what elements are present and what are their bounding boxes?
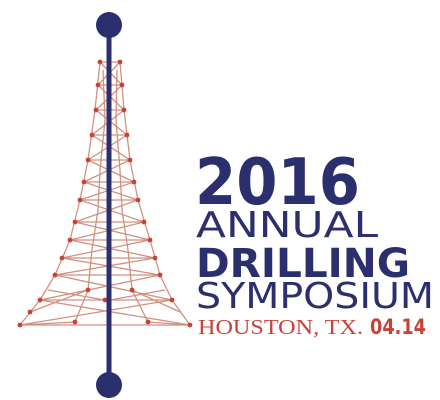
event-line-drilling: DRILLING	[196, 241, 410, 287]
event-date: 04.14	[370, 315, 426, 339]
drill-pipe-icon	[96, 12, 122, 398]
event-line-symposium: SYMPOSIUM	[196, 276, 434, 317]
event-year: 2016	[195, 146, 360, 220]
event-location: HOUSTON, TX.	[198, 315, 363, 339]
drilling-derrick-icon	[17, 59, 193, 328]
event-line-annual: ANNUAL	[196, 205, 378, 246]
